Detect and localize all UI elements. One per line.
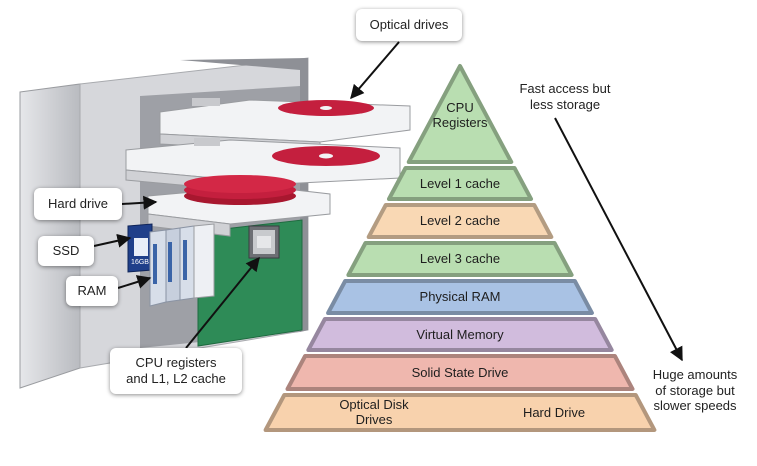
ram-arrow (117, 275, 152, 289)
pyramid-tier-2 (366, 203, 554, 239)
pyramid-tier-3 (346, 241, 574, 277)
pyramid-tier-6 (285, 354, 635, 391)
optical-drives-arrow (350, 41, 400, 100)
svg-text:16GB: 16GB (131, 259, 149, 266)
callout-ram: RAM (66, 276, 118, 306)
pyramid-tier-label: Solid State Drive (411, 364, 509, 380)
speed-storage-arrow (554, 117, 683, 362)
pyramid-tier-label: Level 2 cache (419, 213, 501, 228)
ssd-arrow (93, 233, 132, 248)
ram-modules-icon (149, 223, 215, 307)
cpu-chip-icon (248, 225, 280, 259)
note-huge-storage: Huge amounts of storage but slower speed… (652, 367, 738, 414)
pyramid-tier-label-left: Optical Disk Drives (339, 396, 409, 428)
pyramid-tier-4 (326, 279, 594, 315)
ssd-card-icon: 16GB (127, 223, 153, 273)
callout-optical-drives: Optical drives (356, 9, 462, 41)
pyramid-tier-1 (386, 166, 534, 201)
pyramid-tier-label-right: Hard Drive (522, 404, 586, 420)
hard-drive-arrow (121, 195, 158, 210)
pyramid-tier-label: Level 3 cache (419, 251, 501, 266)
cpu-arrow (185, 256, 260, 349)
pyramid-tier-label: Level 1 cache (419, 175, 501, 191)
callout-cpu-registers: CPU registers and L1, L2 cache (110, 348, 242, 394)
callout-hard-drive: Hard drive (34, 188, 122, 220)
pyramid-tier-label: CPU Registers (432, 99, 488, 131)
pyramid-tier-5 (306, 317, 614, 352)
callout-ssd: SSD (38, 236, 94, 266)
memory-pyramid (263, 64, 657, 432)
hard-drive (147, 175, 331, 237)
pyramid-tier-label: Virtual Memory (416, 326, 504, 342)
pyramid-tier-label: Physical RAM (419, 289, 501, 304)
note-fast-access: Fast access but less storage (519, 81, 611, 112)
pyramid-tier-7 (263, 393, 657, 432)
pyramid-tier-0 (406, 64, 514, 164)
